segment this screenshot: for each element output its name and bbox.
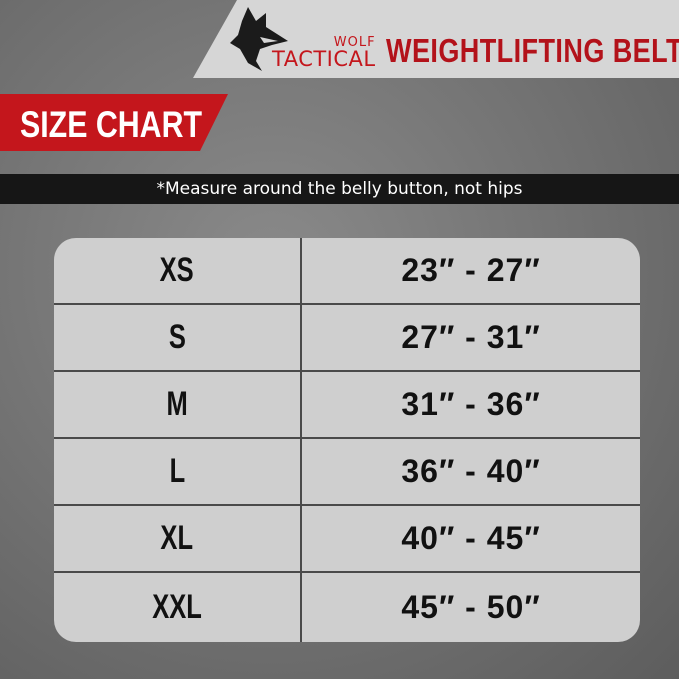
range-cell: 31″ - 36″ (401, 386, 541, 422)
table-row: S 27″ - 31″ (54, 305, 640, 372)
size-cell: M (54, 372, 302, 437)
size-label: XXL (152, 588, 202, 626)
size-label: L (169, 452, 185, 490)
size-cell: XS (54, 238, 302, 303)
brand-logo-text: WOLF TACTICAL (272, 36, 376, 70)
size-chart-title: SIZE CHART (20, 104, 203, 145)
size-label: XS (159, 251, 195, 289)
range-cell: 27″ - 31″ (401, 319, 541, 355)
range-cell: 36″ - 40″ (401, 453, 541, 489)
size-cell: XL (54, 506, 302, 571)
table-row: XS 23″ - 27″ (54, 238, 640, 305)
range-cell: 40″ - 45″ (401, 520, 541, 556)
product-title: WEIGHTLIFTING BELT (386, 32, 679, 69)
table-row: M 31″ - 36″ (54, 372, 640, 439)
measure-note: *Measure around the belly button, not hi… (0, 174, 679, 204)
table-row: XXL 45″ - 50″ (54, 573, 640, 642)
size-table: XS 23″ - 27″ S 27″ - 31″ M 31″ - 36″ L 36″ - 40… (54, 238, 640, 642)
brand-wolf: WOLF (333, 35, 376, 50)
table-row: XL 40″ - 45″ (54, 506, 640, 573)
size-cell: S (54, 305, 302, 370)
wolf-logo-icon (230, 7, 288, 71)
size-cell: L (54, 439, 302, 504)
size-label: M (166, 385, 188, 423)
size-label: S (168, 318, 186, 356)
size-cell: XXL (54, 573, 302, 642)
size-chart-banner (0, 94, 228, 151)
table-row: L 36″ - 40″ (54, 439, 640, 506)
range-cell: 45″ - 50″ (401, 589, 541, 625)
brand-tactical: TACTICAL (272, 47, 376, 71)
range-cell: 23″ - 27″ (401, 252, 541, 288)
size-label: XL (160, 519, 194, 557)
